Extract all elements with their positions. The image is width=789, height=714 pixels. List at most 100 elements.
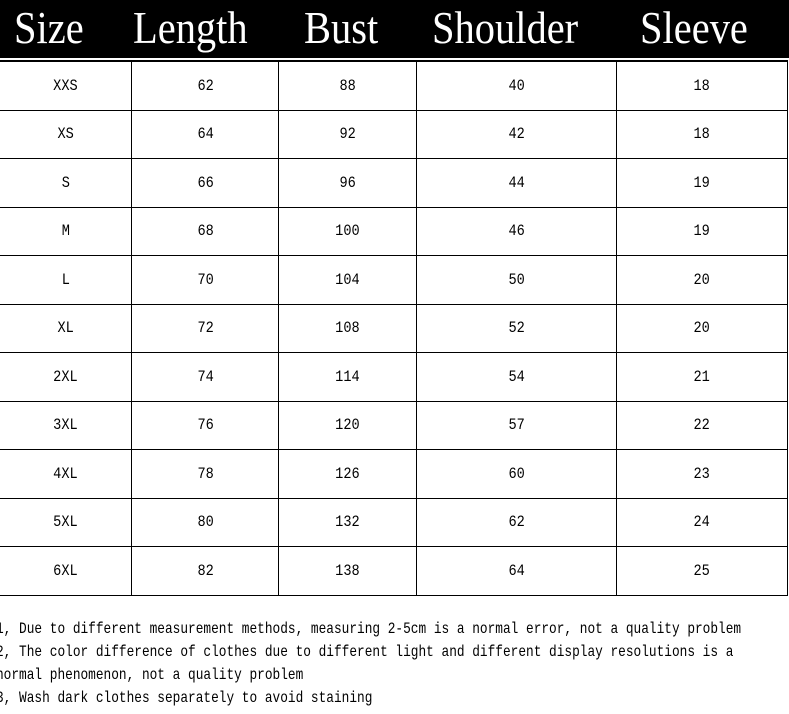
cell-text: 120 xyxy=(335,416,361,435)
cell-shoulder: 52 xyxy=(416,303,618,353)
cell-sleeve: 21 xyxy=(616,352,788,402)
cell-length: 62 xyxy=(131,60,280,111)
cell-bust: 100 xyxy=(278,206,418,256)
cell-text: 2XL xyxy=(53,367,78,386)
cell-text: 62 xyxy=(197,76,214,95)
cell-text: 72 xyxy=(197,319,214,338)
table-row: XL 72 108 52 20 xyxy=(0,303,788,353)
cell-length: 66 xyxy=(131,158,280,208)
cell-shoulder: 44 xyxy=(416,158,618,208)
cell-text: 42 xyxy=(508,125,525,144)
cell-shoulder: 62 xyxy=(416,497,618,547)
cell-sleeve: 22 xyxy=(616,400,788,450)
cell-bust: 138 xyxy=(278,546,418,596)
cell-length: 78 xyxy=(131,449,280,499)
cell-text: 20 xyxy=(693,270,711,289)
cell-shoulder: 50 xyxy=(416,255,618,305)
cell-text: 46 xyxy=(508,222,525,241)
cell-text: 4XL xyxy=(53,464,78,483)
cell-size: S xyxy=(0,158,133,208)
cell-shoulder: 42 xyxy=(416,109,618,159)
header-sleeve: Sleeve xyxy=(640,2,748,53)
cell-text: 54 xyxy=(508,367,525,386)
cell-size: XS xyxy=(0,109,133,159)
cell-text: 126 xyxy=(335,464,361,483)
cell-bust: 126 xyxy=(278,449,418,499)
cell-size: 5XL xyxy=(0,497,133,547)
cell-text: 80 xyxy=(197,513,214,532)
cell-length: 80 xyxy=(131,497,280,547)
cell-text: 104 xyxy=(335,270,361,289)
cell-text: 64 xyxy=(197,125,214,144)
cell-text: XXS xyxy=(53,76,78,95)
table-row: S 66 96 44 19 xyxy=(0,158,788,208)
cell-text: 96 xyxy=(339,173,357,192)
cell-text: 19 xyxy=(693,222,711,241)
header-size: Size xyxy=(14,2,84,53)
note-3: 3, Wash dark clothes separately to avoid… xyxy=(0,689,373,707)
cell-text: M xyxy=(61,222,70,241)
cell-text: 44 xyxy=(508,173,525,192)
header-shoulder: Shoulder xyxy=(432,2,579,53)
cell-text: 23 xyxy=(693,464,711,483)
cell-sleeve: 19 xyxy=(616,206,788,256)
cell-text: 6XL xyxy=(53,561,78,580)
cell-text: 88 xyxy=(339,76,357,95)
cell-text: 100 xyxy=(335,222,361,241)
cell-text: 82 xyxy=(197,561,214,580)
header-bust: Bust xyxy=(304,2,379,53)
notes: 1, Due to different measurement methods,… xyxy=(0,618,789,710)
cell-text: L xyxy=(61,270,70,289)
cell-size: XXS xyxy=(0,60,133,111)
cell-text: 18 xyxy=(693,76,711,95)
table-header: Size Length Bust Shoulder Sleeve xyxy=(0,0,789,58)
cell-bust: 132 xyxy=(278,497,418,547)
cell-length: 76 xyxy=(131,400,280,450)
cell-bust: 120 xyxy=(278,400,418,450)
cell-text: S xyxy=(61,173,70,192)
cell-size: 6XL xyxy=(0,546,133,596)
cell-bust: 96 xyxy=(278,158,418,208)
cell-length: 70 xyxy=(131,255,280,305)
table-row: XS 64 92 42 18 xyxy=(0,109,788,159)
cell-length: 64 xyxy=(131,109,280,159)
table-row: M 68 100 46 19 xyxy=(0,206,788,256)
cell-sleeve: 20 xyxy=(616,255,788,305)
cell-text: 92 xyxy=(339,125,357,144)
cell-bust: 114 xyxy=(278,352,418,402)
cell-length: 74 xyxy=(131,352,280,402)
cell-text: 114 xyxy=(335,367,361,386)
cell-bust: 92 xyxy=(278,109,418,159)
cell-text: 132 xyxy=(335,513,361,532)
cell-text: 19 xyxy=(693,173,711,192)
cell-length: 68 xyxy=(131,206,280,256)
cell-text: 22 xyxy=(693,416,711,435)
cell-shoulder: 40 xyxy=(416,60,618,111)
cell-text: 24 xyxy=(693,513,711,532)
cell-sleeve: 19 xyxy=(616,158,788,208)
cell-text: 3XL xyxy=(53,416,78,435)
cell-text: 78 xyxy=(197,464,214,483)
cell-text: 70 xyxy=(197,270,214,289)
cell-shoulder: 60 xyxy=(416,449,618,499)
cell-size: XL xyxy=(0,303,133,353)
cell-text: 52 xyxy=(508,319,525,338)
cell-sleeve: 24 xyxy=(616,497,788,547)
cell-size: 4XL xyxy=(0,449,133,499)
table-row: 4XL 78 126 60 23 xyxy=(0,449,788,499)
cell-text: 25 xyxy=(693,561,711,580)
table-row: 5XL 80 132 62 24 xyxy=(0,497,788,547)
cell-size: 3XL xyxy=(0,400,133,450)
cell-sleeve: 18 xyxy=(616,109,788,159)
cell-text: 66 xyxy=(197,173,214,192)
size-table: XXS 62 88 40 18 XS 64 92 42 18 S 66 96 44 19 M 68 100 46 19… xyxy=(0,60,788,596)
cell-text: 57 xyxy=(508,416,525,435)
cell-text: 62 xyxy=(508,513,525,532)
table-row: 3XL 76 120 57 22 xyxy=(0,400,788,450)
cell-bust: 108 xyxy=(278,303,418,353)
cell-length: 82 xyxy=(131,546,280,596)
note-1: 1, Due to different measurement methods,… xyxy=(0,620,742,638)
cell-size: 2XL xyxy=(0,352,133,402)
cell-text: 18 xyxy=(693,125,711,144)
cell-text: 64 xyxy=(508,561,525,580)
